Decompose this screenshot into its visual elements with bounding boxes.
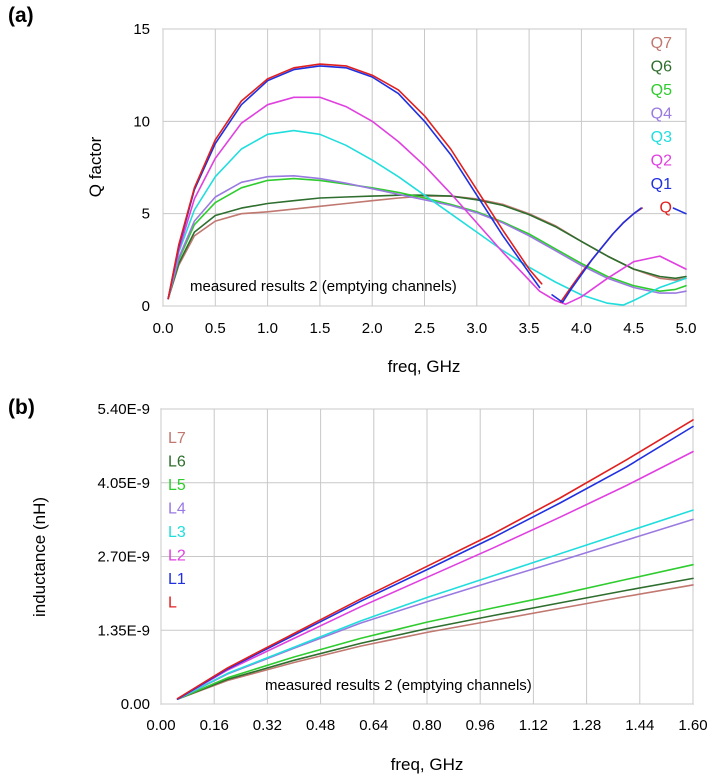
x-tick-label: 0.64 [359,717,388,734]
legend-entry-q: Q [660,200,672,217]
x-tick-label: 2.0 [362,320,383,337]
x-tick-label: 4.0 [571,320,592,337]
series-group-a [167,63,687,306]
legend-entry-q4: Q4 [651,106,672,123]
series-line-l5 [176,563,694,700]
series-line-q2 [167,96,687,306]
series-line-l6 [176,577,694,700]
x-tick-label: 5.0 [676,320,697,337]
legend-a: Q7 Q6 Q5 Q4 Q3 Q2 Q1 Q [651,35,672,217]
x-tick-label: 0.48 [306,717,335,734]
series-line-l7 [176,584,694,700]
legend-entry-l4: L4 [168,501,186,518]
legend-entry-l7: L7 [168,430,186,447]
legend-entry-q1: Q1 [651,176,672,193]
gridlines-b [160,408,694,705]
annotation-b: measured results 2 (emptying channels) [265,677,532,694]
x-tick-label: 1.44 [625,717,654,734]
legend-entry-q5: Q5 [651,82,672,99]
x-tick-label: 0.32 [253,717,282,734]
x-tick-label: 2.5 [414,320,435,337]
x-tick-label: 0.16 [200,717,229,734]
legend-entry-l2: L2 [168,548,186,565]
x-tick-label: 0.00 [146,717,175,734]
legend-entry-q6: Q6 [651,59,672,76]
x-tick-label: 0.96 [466,717,495,734]
legend-entry-q7: Q7 [651,35,672,52]
y-axis-title-a: Q factor [86,136,105,197]
legend-entry-l: L [168,595,177,612]
y-tick-label: 2.70E-9 [97,549,150,566]
series-line-segment [672,207,687,215]
y-tick-label: 15 [133,21,150,38]
legend-b: L7 L6 L5 L4 L3 L2 L1 L [168,430,186,612]
series-line-l1 [176,425,694,700]
annotation-a: measured results 2 (emptying channels) [190,278,457,295]
y-tick-label: 5.40E-9 [97,401,150,418]
x-tick-label: 1.28 [572,717,601,734]
y-tick-label: 0.00 [121,696,150,713]
chart-panel-b: (b) 0.00 0.16 0.32 0.48 0.64 0.80 0.96 1.12 1.28… [8,396,708,774]
legend-entry-l3: L3 [168,524,186,541]
series-line-l3 [176,509,694,700]
series-line-l [176,419,694,700]
x-tick-label: 0.0 [153,320,174,337]
y-tick-label: 1.35E-9 [97,622,150,639]
legend-entry-l6: L6 [168,454,186,471]
x-tick-label: 3.5 [519,320,540,337]
x-tick-labels-a: 0.0 0.5 1.0 1.5 2.0 2.5 3.0 3.5 4.0 4.5 5.0 [153,320,697,337]
legend-entry-q2: Q2 [651,153,672,170]
x-tick-label: 3.0 [466,320,487,337]
y-tick-labels-b: 0.00 1.35E-9 2.70E-9 4.05E-9 5.40E-9 [97,401,150,713]
legend-entry-l1: L1 [168,571,186,588]
x-axis-title-a: freq, GHz [388,357,461,376]
series-line-q1 [167,65,541,300]
y-tick-label: 10 [133,113,150,130]
x-tick-label: 4.5 [623,320,644,337]
panel-label-a: (a) [8,4,34,27]
series-line-l2 [176,450,694,700]
chart-panel-a: (a) 0.0 0.5 1.0 1.5 2.0 2.5 3.0 3.5 4.0 4.5 5.0 0 5… [8,4,696,376]
x-tick-label: 0.5 [205,320,226,337]
y-tick-label: 4.05E-9 [97,475,150,492]
series-group-b [176,419,694,700]
legend-entry-q3: Q3 [651,129,672,146]
y-tick-label: 5 [142,206,150,223]
series-line-q5 [167,177,687,300]
series-line-q3 [167,129,687,306]
x-tick-label: 1.12 [519,717,548,734]
y-tick-labels-a: 0 5 10 15 [133,21,150,315]
x-tick-label: 0.80 [412,717,441,734]
x-tick-label: 1.0 [257,320,278,337]
x-tick-label: 1.5 [309,320,330,337]
legend-entry-l5: L5 [168,477,186,494]
series-line-q4 [167,175,687,300]
x-axis-title-b: freq, GHz [391,755,464,774]
series-line-segment [551,207,642,304]
y-tick-label: 0 [142,298,150,315]
series-line-q [167,63,543,300]
panel-label-b: (b) [8,396,35,419]
x-tick-labels-b: 0.00 0.16 0.32 0.48 0.64 0.80 0.96 1.12 1.28 1.44… [146,717,707,734]
x-tick-label: 1.60 [678,717,707,734]
y-axis-title-b: inductance (nH) [30,497,49,617]
